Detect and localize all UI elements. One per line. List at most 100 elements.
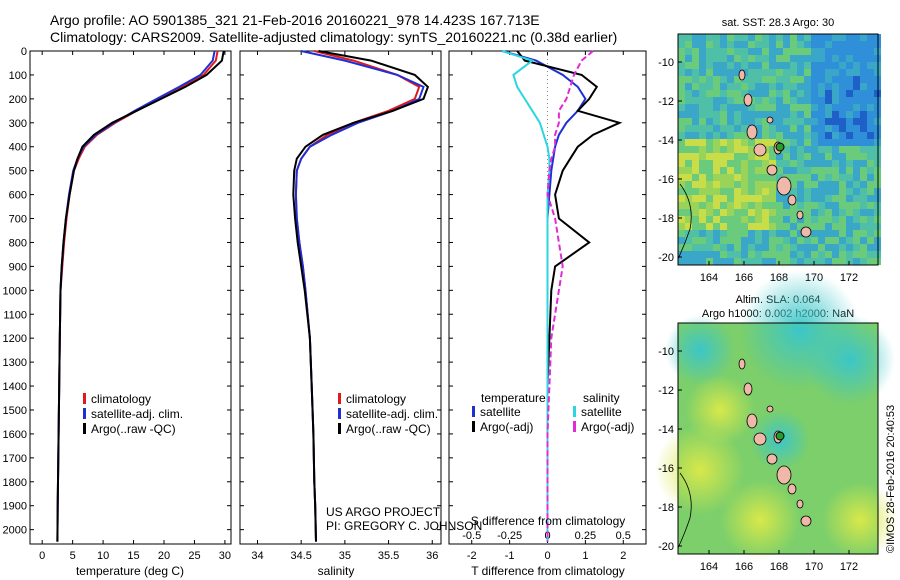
sst-cell bbox=[706, 202, 713, 209]
sst-cell bbox=[734, 230, 741, 237]
legend-swatch-argo bbox=[338, 423, 341, 434]
sst-cell bbox=[825, 251, 832, 258]
sst-cell bbox=[706, 139, 713, 146]
sst-cell bbox=[804, 251, 811, 258]
sst-cell bbox=[832, 97, 839, 104]
sst-cell bbox=[783, 97, 790, 104]
sst-cell bbox=[832, 244, 839, 251]
sst-cell bbox=[832, 132, 839, 139]
x-tick-label: 25 bbox=[188, 550, 200, 562]
sst-cell bbox=[734, 167, 741, 174]
sst-cell bbox=[678, 55, 685, 62]
sst-cell bbox=[804, 209, 811, 216]
sst-cell bbox=[832, 69, 839, 76]
sst-cell bbox=[825, 160, 832, 167]
sst-cell bbox=[699, 34, 706, 41]
sst-cell bbox=[804, 132, 811, 139]
sst-cell bbox=[790, 104, 797, 111]
sst-cell bbox=[811, 90, 818, 97]
sst-cell bbox=[692, 34, 699, 41]
sst-cell bbox=[825, 188, 832, 195]
sst-cell bbox=[846, 83, 853, 90]
sst-cell bbox=[727, 125, 734, 132]
sst-cell bbox=[699, 55, 706, 62]
sst-cell bbox=[853, 160, 860, 167]
credit-pi: PI: GREGORY C. JOHNSON bbox=[326, 519, 482, 533]
sst-cell bbox=[769, 132, 776, 139]
sst-cell bbox=[720, 244, 727, 251]
sst-cell bbox=[811, 244, 818, 251]
sst-cell bbox=[748, 251, 755, 258]
sst-cell bbox=[832, 55, 839, 62]
sst-cell bbox=[825, 139, 832, 146]
sst-cell bbox=[692, 167, 699, 174]
sst-cell bbox=[699, 202, 706, 209]
sst-cell bbox=[685, 195, 692, 202]
sst-cell bbox=[811, 188, 818, 195]
sst-cell bbox=[734, 181, 741, 188]
sst-cell bbox=[713, 146, 720, 153]
sst-cell bbox=[811, 55, 818, 62]
legend-label: satellite-adj. clim. bbox=[346, 407, 438, 421]
sst-cell bbox=[832, 118, 839, 125]
sal-diff-tick-label: 0.5 bbox=[616, 530, 631, 542]
sst-cell bbox=[776, 244, 783, 251]
sst-cell bbox=[867, 202, 874, 209]
sst-cell bbox=[839, 202, 846, 209]
x-tick-label: 30 bbox=[219, 550, 231, 562]
sst-cell bbox=[860, 34, 867, 41]
sst-cell bbox=[783, 244, 790, 251]
sst-cell bbox=[755, 251, 762, 258]
sst-cell bbox=[713, 90, 720, 97]
sst-cell bbox=[692, 153, 699, 160]
sst-cell bbox=[685, 258, 692, 265]
sst-cell bbox=[832, 34, 839, 41]
sst-cell bbox=[832, 146, 839, 153]
sst-cell bbox=[860, 55, 867, 62]
sst-cell bbox=[692, 202, 699, 209]
sst-cell bbox=[867, 111, 874, 118]
sst-cell bbox=[811, 167, 818, 174]
sst-cell bbox=[741, 132, 748, 139]
sst-cell bbox=[846, 104, 853, 111]
difference-xlabel: T difference from climatology bbox=[471, 564, 625, 578]
sst-cell bbox=[860, 125, 867, 132]
sst-cell bbox=[853, 118, 860, 125]
sst-cell bbox=[741, 34, 748, 41]
sst-cell bbox=[748, 223, 755, 230]
sst-cell bbox=[860, 153, 867, 160]
sst-cell bbox=[839, 76, 846, 83]
sst-cell bbox=[720, 41, 727, 48]
sst-cell bbox=[797, 125, 804, 132]
sst-cell bbox=[811, 174, 818, 181]
sst-cell bbox=[685, 41, 692, 48]
sst-cell bbox=[818, 251, 825, 258]
sst-cell bbox=[811, 62, 818, 69]
sst-cell bbox=[713, 41, 720, 48]
sst-cell bbox=[713, 181, 720, 188]
sst-cell bbox=[692, 62, 699, 69]
legend-label: Argo(..raw -QC) bbox=[346, 422, 431, 436]
sst-cell bbox=[741, 223, 748, 230]
sst-cell bbox=[797, 97, 804, 104]
sst-cell bbox=[678, 118, 685, 125]
sst-cell bbox=[811, 132, 818, 139]
sst-cell bbox=[741, 244, 748, 251]
sst-cell bbox=[741, 167, 748, 174]
sst-cell bbox=[769, 181, 776, 188]
sst-cell bbox=[804, 104, 811, 111]
sst-cell bbox=[720, 216, 727, 223]
sst-cell bbox=[741, 41, 748, 48]
sst-cell bbox=[692, 125, 699, 132]
sst-cell bbox=[685, 104, 692, 111]
sst-cell bbox=[797, 55, 804, 62]
sst-cell bbox=[706, 48, 713, 55]
sst-cell bbox=[720, 167, 727, 174]
sst-cell bbox=[853, 111, 860, 118]
lat-tick-label: -18 bbox=[658, 502, 674, 514]
sst-cell bbox=[727, 69, 734, 76]
sst-cell bbox=[727, 132, 734, 139]
sst-cell bbox=[860, 230, 867, 237]
sst-cell bbox=[706, 97, 713, 104]
sst-cell bbox=[706, 90, 713, 97]
